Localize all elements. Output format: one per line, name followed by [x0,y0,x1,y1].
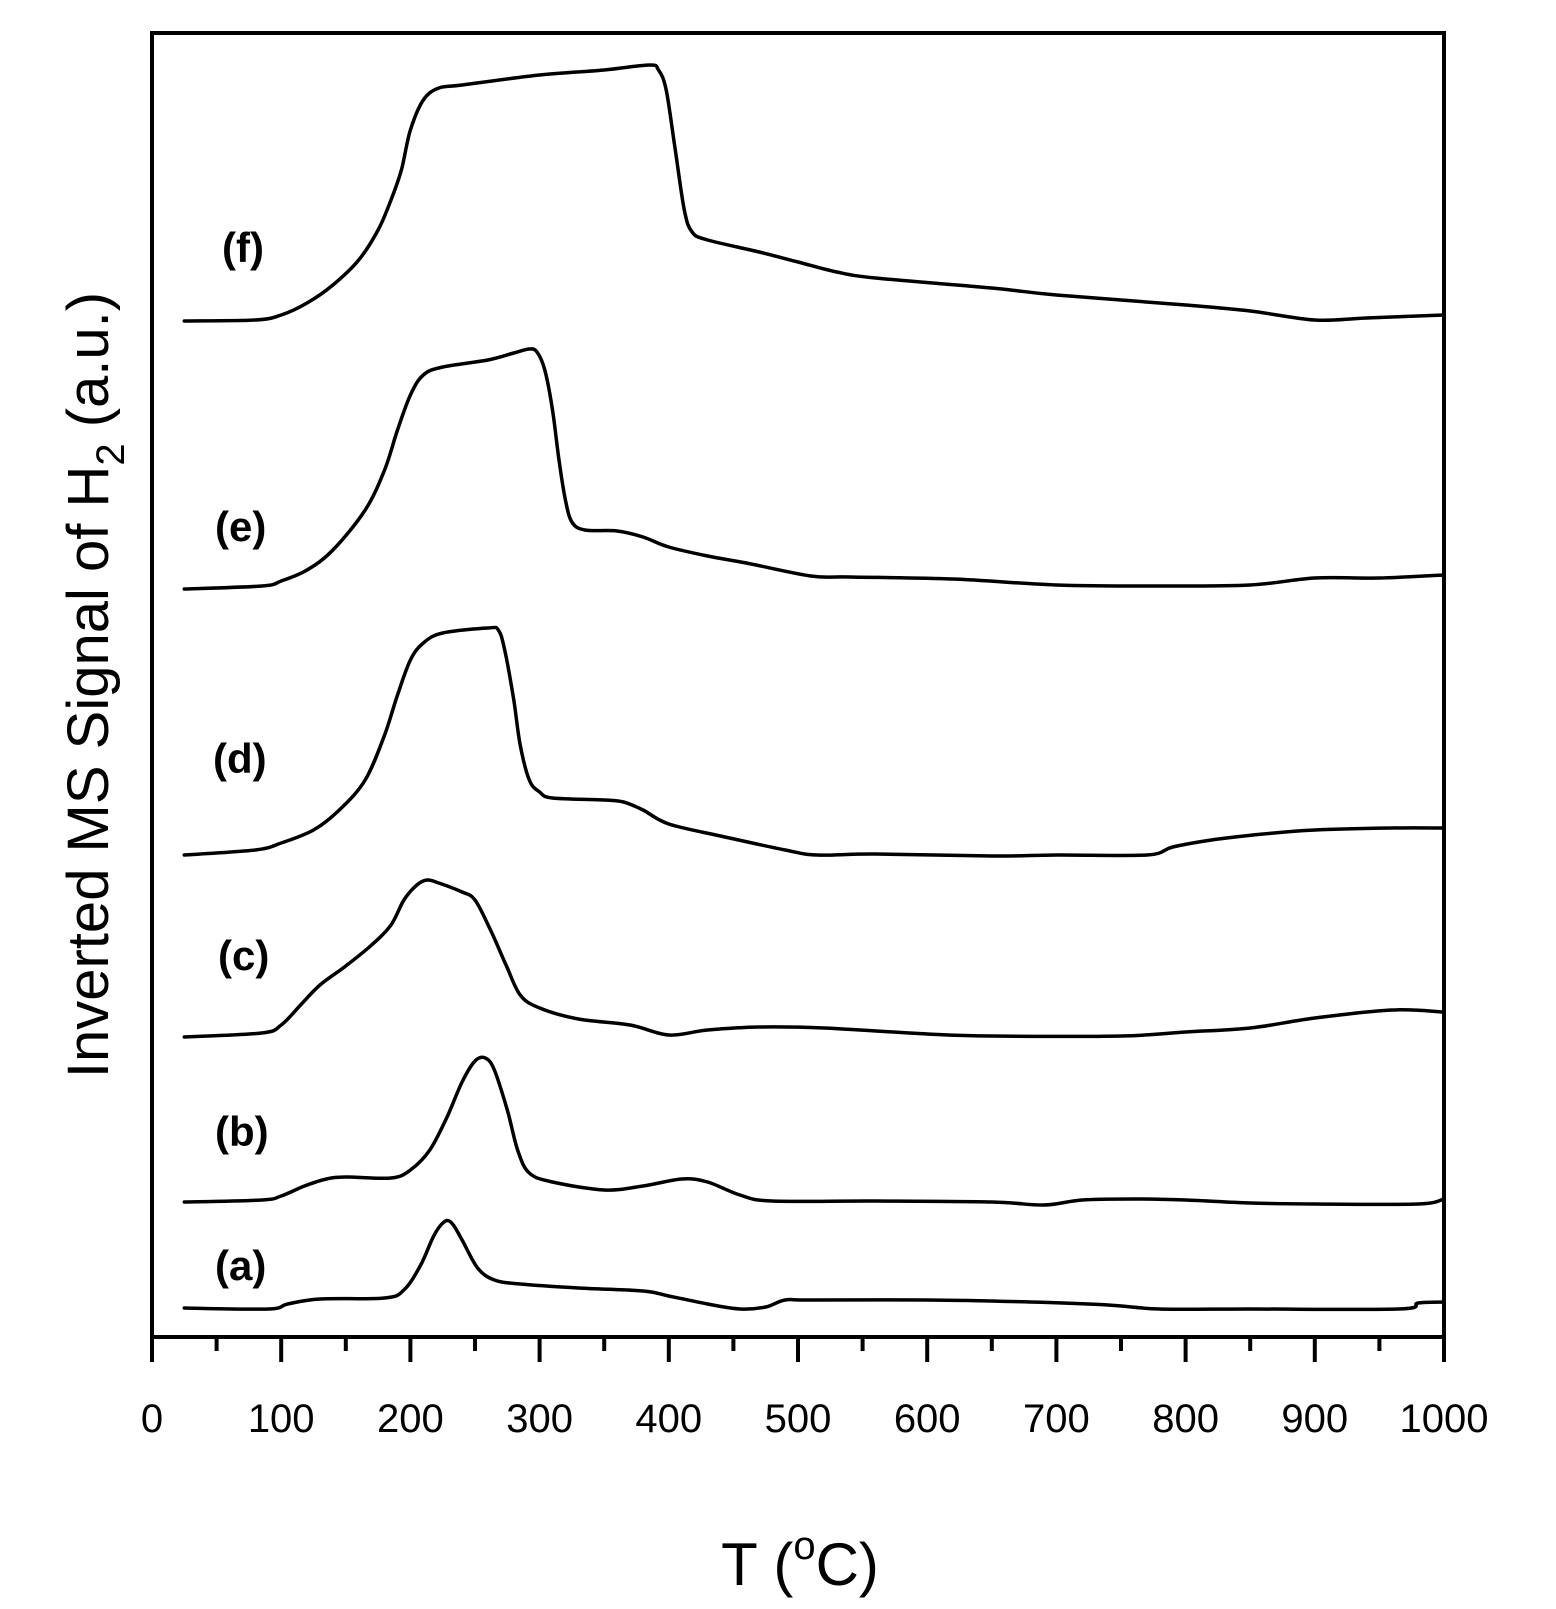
series-label-d: (d) [213,735,267,782]
series-curve-f [182,63,1446,323]
x-tick-label: 1000 [1400,1397,1489,1441]
x-tick-label: 0 [141,1397,163,1441]
series-label-b: (b) [215,1108,269,1155]
series-curve-c [182,878,1446,1039]
y-axis-title: Inverted MS Signal of H2 (a.u.) [56,292,133,1078]
series-labels: (a) (b) (c) (d) (e) (f) [213,224,269,1289]
plot-frame [150,31,1446,1339]
x-tick-label: 900 [1281,1397,1348,1441]
x-tick-label: 500 [765,1397,832,1441]
series-curve-e [182,347,1446,591]
x-tick-label: 600 [894,1397,961,1441]
x-tick-label: 700 [1023,1397,1090,1441]
x-tick-label: 400 [635,1397,702,1441]
series-label-e: (e) [215,503,266,550]
x-axis-title: T (oC) [721,1524,879,1598]
series-curve-b [182,1055,1446,1207]
series-label-c: (c) [218,932,269,979]
series-curve-a [182,1218,1446,1312]
series-curves [182,63,1446,1312]
degree-superscript: o [793,1524,815,1568]
subscript-2: 2 [89,443,133,465]
series-curve-d [182,625,1446,858]
series-label-a: (a) [215,1242,266,1289]
series-label-f: (f) [222,224,264,271]
x-axis-ticks [150,1337,1446,1362]
x-tick-label: 300 [506,1397,573,1441]
x-axis-tick-labels: 0 100 200 300 400 500 600 700 800 900 1000 [141,1397,1489,1441]
x-tick-label: 200 [377,1397,444,1441]
x-tick-label: 800 [1152,1397,1219,1441]
x-tick-label: 100 [248,1397,315,1441]
